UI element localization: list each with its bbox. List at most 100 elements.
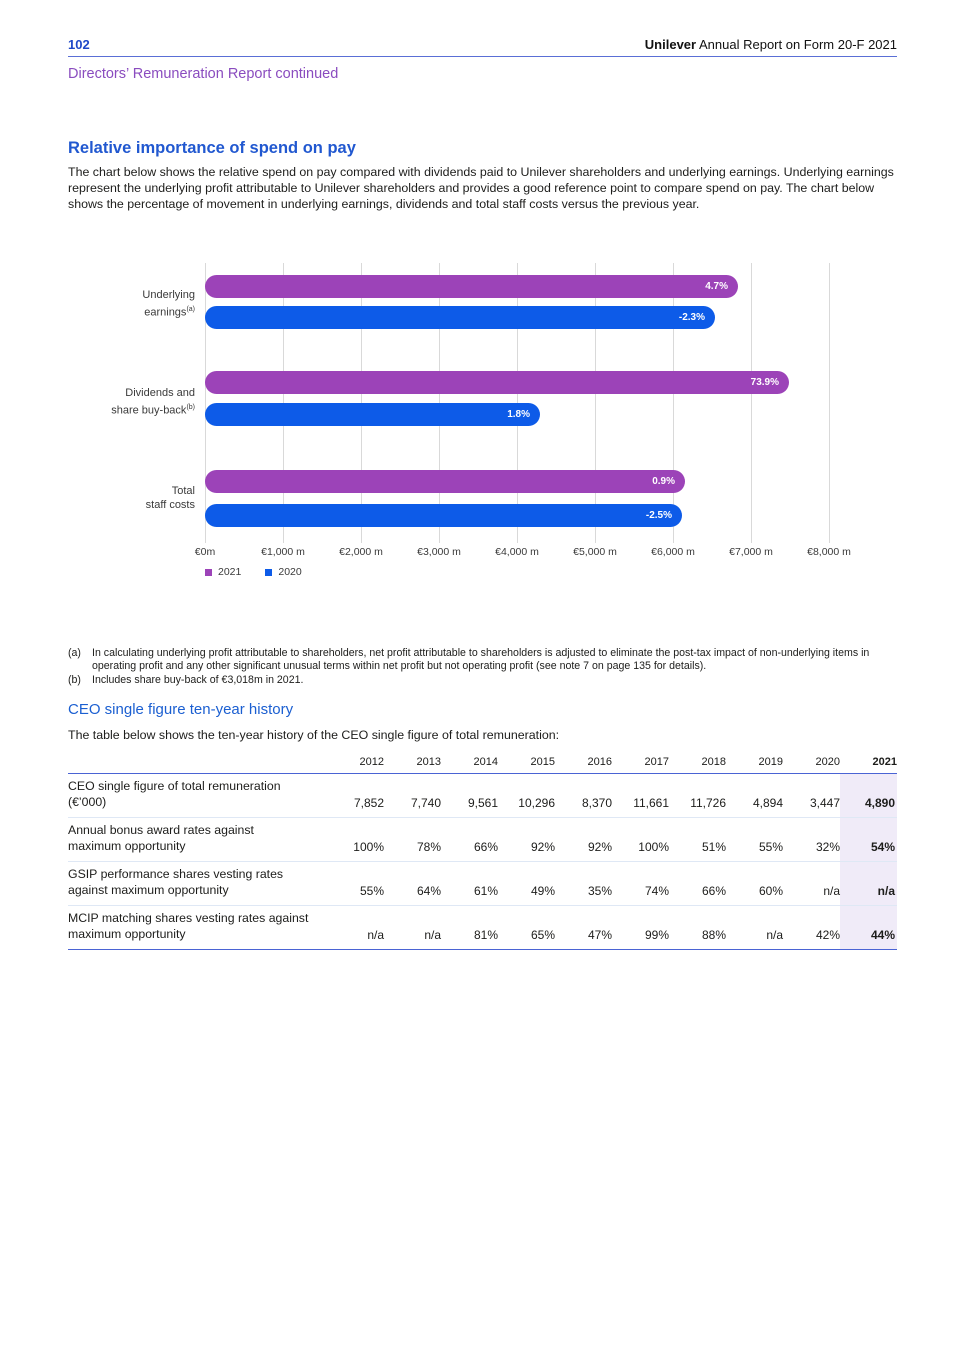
bar-value-label: 0.9%	[652, 476, 675, 487]
spend-on-pay-heading: Relative importance of spend on pay	[68, 139, 356, 157]
cell: 92%	[498, 817, 555, 862]
bar-value-label: -2.3%	[678, 312, 705, 323]
cell: 55%	[327, 861, 384, 906]
x-tick: €2,000 m	[339, 546, 383, 558]
cell: 92%	[555, 817, 612, 862]
gridline	[673, 263, 674, 543]
ceo-history-intro: The table below shows the ten-year histo…	[68, 728, 560, 742]
footnote-text: Includes share buy-back of €3,018m in 20…	[92, 673, 304, 686]
cell: 47%	[555, 905, 612, 950]
cell-2021: n/a	[840, 861, 897, 906]
ceo-history-heading: CEO single figure ten-year history	[68, 701, 294, 718]
cell: 51%	[669, 817, 726, 862]
cell-2021: 54%	[840, 817, 897, 862]
table-header-row: 2012 2013 2014 2015 2016 2017 2018 2019 …	[68, 752, 897, 774]
cell: n/a	[726, 905, 783, 950]
cell: 65%	[498, 905, 555, 950]
bar-value-label: -2.5%	[645, 510, 672, 521]
x-tick: €4,000 m	[495, 546, 539, 558]
category-line2: staff costs	[145, 498, 195, 511]
x-tick: €3,000 m	[417, 546, 461, 558]
legend-item-2021: 2021	[205, 566, 241, 578]
row-label: MCIP matching shares vesting rates again…	[68, 905, 327, 950]
x-tick: €0m	[194, 546, 216, 558]
year-header: 2018	[669, 752, 726, 774]
cell: 7,740	[410, 796, 441, 810]
spend-on-pay-paragraph: The chart below shows the relative spend…	[68, 165, 894, 211]
category-line1: Total	[171, 485, 195, 497]
cell: 61%	[441, 861, 498, 906]
year-header: 2015	[498, 752, 555, 774]
legend-item-2020: 2020	[265, 566, 302, 578]
bar-staffcosts-2021: 0.9%	[205, 470, 685, 493]
year-header: 2020	[783, 752, 840, 774]
cell: 99%	[612, 905, 669, 950]
table-row: GSIP performance shares vesting rates aga…	[68, 861, 897, 906]
x-tick: €7,000 m	[729, 546, 773, 558]
row-label: CEO single figure of total remuneration(…	[68, 779, 281, 809]
bar-dividends-2021: 73.9%	[205, 371, 789, 394]
bar-staffcosts-2020: -2.5%	[205, 504, 682, 527]
cell: 49%	[498, 861, 555, 906]
gridline	[829, 263, 830, 543]
cell: 60%	[726, 861, 783, 906]
x-tick: €5,000 m	[573, 546, 617, 558]
x-tick: €1,000 m	[261, 546, 305, 558]
cell: 100%	[327, 817, 384, 862]
page-number: 102	[68, 37, 90, 52]
gridline	[751, 263, 752, 543]
gridline	[595, 263, 596, 543]
bar-value-label: 1.8%	[507, 409, 530, 420]
row-label: Annual bonus award rates against maximum …	[68, 817, 327, 862]
category-line1: Dividends and	[125, 387, 195, 399]
cell: 88%	[669, 905, 726, 950]
year-header: 2013	[384, 752, 441, 774]
legend-label: 2020	[278, 566, 302, 578]
cell: n/a	[327, 905, 384, 950]
bar-underlying-2021: 4.7%	[205, 275, 738, 298]
report-title-rest: Annual Report on Form 20-F 2021	[696, 37, 897, 52]
table-header-empty	[68, 752, 327, 774]
category-footnote-sup: (b)	[186, 403, 195, 411]
cell: 35%	[555, 861, 612, 906]
gridline	[205, 263, 206, 543]
x-tick: €8,000 m	[807, 546, 851, 558]
chart-legend: 2021 2020	[205, 566, 302, 578]
row-label: GSIP performance shares vesting rates aga…	[68, 861, 327, 906]
cell: 74%	[612, 861, 669, 906]
bar-dividends-2020: 1.8%	[205, 403, 540, 426]
footnote-text: In calculating underlying profit attribu…	[92, 647, 870, 673]
cell: 81%	[441, 905, 498, 950]
table-row: CEO single figure of total remuneration(…	[68, 773, 897, 818]
cell: n/a	[384, 905, 441, 950]
cell: 4,894	[752, 796, 783, 810]
legend-swatch-2020	[265, 568, 273, 576]
cell: 64%	[384, 861, 441, 906]
cell: 11,726	[690, 796, 726, 810]
table-row: MCIP matching shares vesting rates again…	[68, 905, 897, 950]
cell: 100%	[612, 817, 669, 862]
cell: 42%	[783, 905, 840, 950]
cell: 3,447	[809, 796, 840, 810]
section-subtitle: Directors’ Remuneration Report continued	[68, 66, 339, 82]
category-label-dividends: Dividends and share buy-back(b)	[68, 387, 195, 418]
chart-footnotes: (a) In calculating underlying profit att…	[68, 647, 897, 687]
report-brand: Unilever	[644, 37, 697, 52]
footnote-marker: (b)	[68, 673, 81, 686]
cell-2021: 44%	[840, 905, 897, 950]
spend-on-pay-chart: Underlying earnings(a) Dividends and sha…	[68, 263, 897, 585]
legend-label: 2021	[218, 566, 242, 578]
cell: 66%	[441, 817, 498, 862]
cell: 8,370	[581, 796, 612, 810]
table-row: Annual bonus award rates against maximum …	[68, 817, 897, 862]
cell: 66%	[669, 861, 726, 906]
category-line1: Underlying	[142, 289, 195, 301]
category-footnote-sup: (a)	[186, 305, 195, 313]
report-title: Unilever Annual Report on Form 20-F 2021	[645, 37, 897, 52]
x-tick: €6,000 m	[651, 546, 695, 558]
page-header: 102 Unilever Annual Report on Form 20-F …	[68, 37, 897, 52]
footnote-b: (b) Includes share buy-back of €3,018m i…	[68, 674, 897, 687]
header-rule	[68, 56, 897, 57]
year-header: 2017	[612, 752, 669, 774]
legend-swatch-2021	[205, 568, 212, 576]
